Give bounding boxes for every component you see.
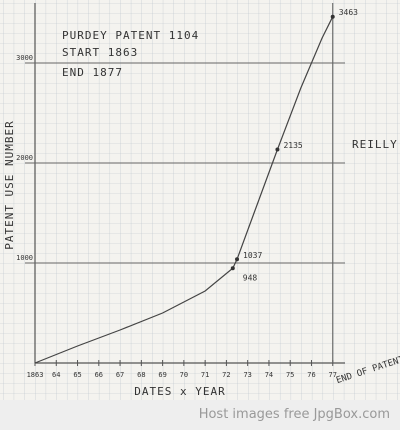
- data-label: 1037: [243, 251, 262, 260]
- x-tick-label: 70: [180, 371, 188, 379]
- y-axis-label: PATENT USE NUMBER: [3, 120, 16, 250]
- y-tick-label: 2000: [16, 154, 33, 162]
- x-tick-label: 67: [116, 371, 124, 379]
- x-tick-label: 76: [307, 371, 315, 379]
- footer-text: Host images free JpgBox.com: [198, 407, 390, 422]
- x-tick-label: 72: [222, 371, 230, 379]
- x-tick-label: 73: [243, 371, 251, 379]
- point: [275, 147, 280, 152]
- data-label: 2135: [283, 141, 302, 150]
- annotation: START 1863: [62, 46, 138, 59]
- x-tick-label: 77: [329, 371, 337, 379]
- y-tick-label: 3000: [16, 54, 33, 62]
- x-tick-label: 66: [95, 371, 103, 379]
- y-tick-label: 1000: [16, 254, 33, 262]
- x-tick-label: 71: [201, 371, 209, 379]
- line: [34, 16, 334, 364]
- x-tick-label: 74: [265, 371, 273, 379]
- annotation: PURDEY PATENT 1104: [62, 29, 199, 42]
- x-axis-label: DATES x YEAR: [134, 385, 225, 398]
- point: [330, 14, 335, 19]
- x-tick-label: 64: [52, 371, 60, 379]
- footer: Host images free JpgBox.com: [0, 400, 400, 430]
- point: [235, 257, 240, 262]
- point: [230, 266, 235, 271]
- annotation: REILLY PATENT USE #'S: [352, 138, 400, 151]
- x-tick-label: 69: [158, 371, 166, 379]
- data-label: 948: [243, 274, 258, 283]
- annotation: END 1877: [62, 66, 123, 79]
- x-tick-label: 68: [137, 371, 145, 379]
- chart: PURDEY PATENT 1104 START 1863 END 1877 R…: [0, 0, 400, 400]
- x-tick-label: 65: [73, 371, 81, 379]
- data-label: 3463: [339, 8, 358, 17]
- graph-grid: [0, 0, 400, 400]
- x-tick-label: 1863: [27, 371, 44, 379]
- x-tick-label: 75: [286, 371, 294, 379]
